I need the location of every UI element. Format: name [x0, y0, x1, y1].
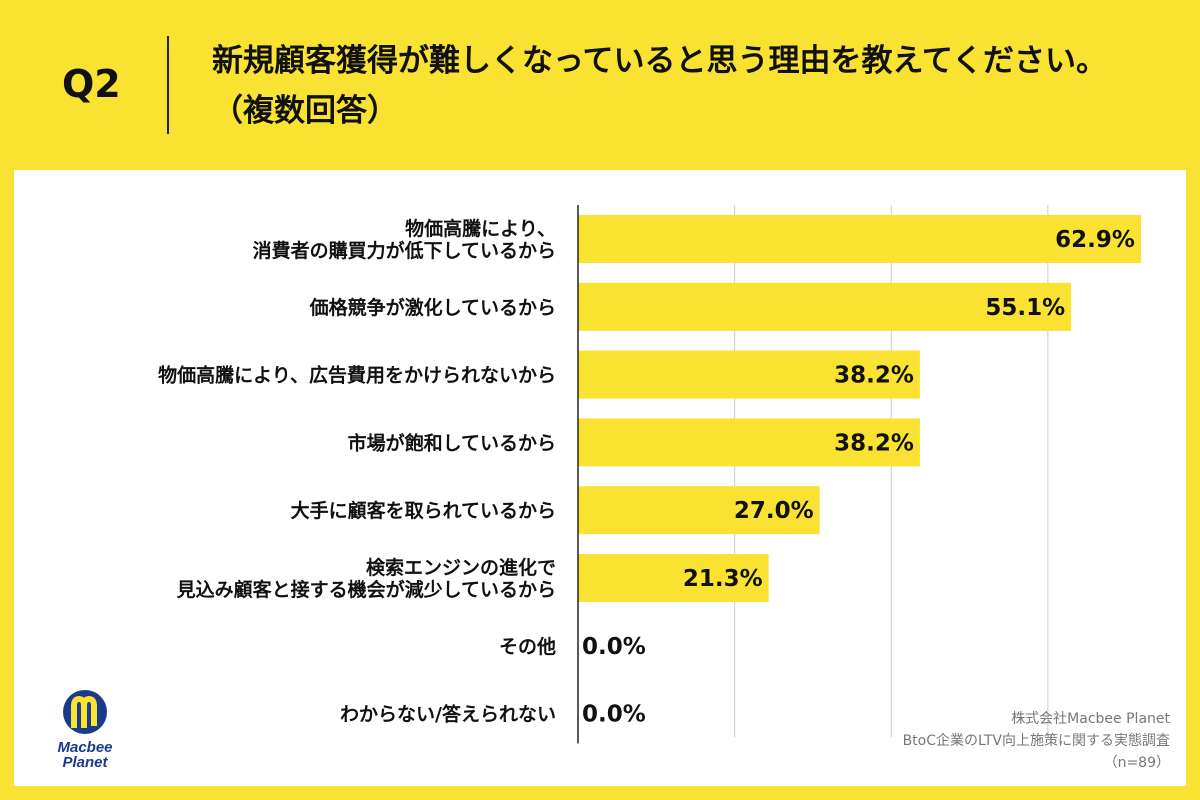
value-label: 0.0%: [582, 634, 646, 660]
category-label: その他: [499, 635, 556, 658]
category-label: わからない/答えられない: [340, 703, 556, 726]
value-label: 38.2%: [834, 430, 914, 456]
bar: [578, 418, 920, 467]
logo-text-2: Planet: [62, 754, 108, 771]
question-number: Q2: [62, 62, 121, 106]
logo: Macbee Planet: [40, 688, 130, 770]
bar: [578, 554, 769, 602]
divider: [167, 36, 169, 134]
value-label: 0.0%: [582, 702, 646, 728]
chart-title: 新規顧客獲得が難しくなっていると思う理由を教えてください。（複数回答）: [212, 43, 1107, 129]
category-label: 物価高騰により、: [405, 217, 556, 240]
value-label: 62.9%: [1055, 227, 1135, 253]
category-label: 検索エンジンの進化で: [366, 556, 556, 579]
bar: [578, 282, 1072, 331]
value-label: 55.1%: [985, 295, 1065, 321]
category-label: 市場が飽和しているから: [348, 431, 556, 454]
footer: 株式会社Macbee Planet BtoC企業のLTV向上施策に関する実態調査…: [903, 708, 1170, 774]
bar: [578, 486, 820, 535]
bar: [578, 215, 1141, 263]
footer-company: 株式会社Macbee Planet: [1011, 711, 1170, 727]
value-label: 38.2%: [834, 363, 914, 389]
value-label: 21.3%: [683, 566, 763, 592]
footer-n: （n=89）: [1103, 755, 1170, 771]
category-label: 価格競争が激化しているから: [309, 296, 556, 319]
category-label: 大手に顧客を取られているから: [291, 499, 556, 522]
category-label: 消費者の購買力が低下しているから: [253, 239, 556, 262]
footer-survey: BtoC企業のLTV向上施策に関する実態調査: [902, 733, 1170, 749]
category-label: 見込み顧客と接する機会が減少しているから: [177, 578, 556, 601]
logo-text-1: Macbee: [57, 739, 113, 756]
category-label: 物価高騰により、広告費用をかけられないから: [158, 364, 556, 387]
macbee-logo-icon: [63, 690, 107, 734]
value-label: 27.0%: [734, 498, 814, 524]
bar: [578, 350, 920, 399]
chart-panel: [14, 170, 1186, 786]
